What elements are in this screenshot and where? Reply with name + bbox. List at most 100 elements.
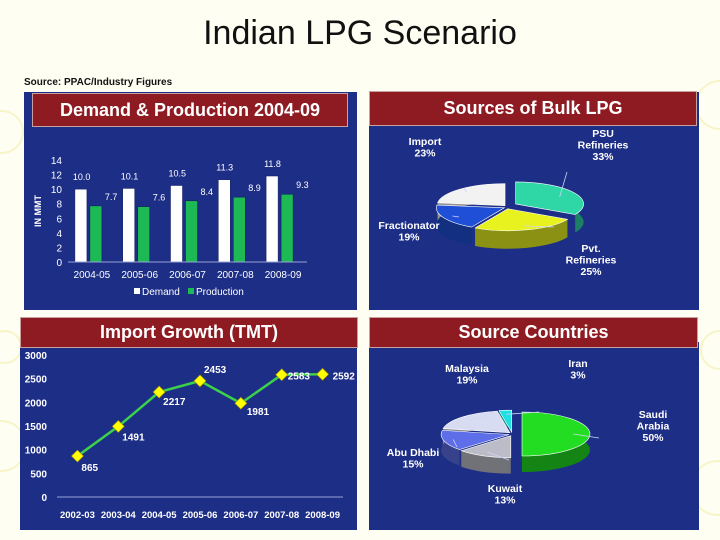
data-point-marker	[152, 385, 166, 399]
data-label: 10.0	[73, 172, 91, 182]
bulk-lpg-slice-fractionator	[436, 204, 506, 228]
y-tick-label: 2500	[25, 375, 48, 386]
source-countries-label-malaysia: Malaysia 19%	[445, 363, 489, 387]
source-countries-slice-side	[441, 430, 460, 466]
data-label: 1981	[247, 407, 270, 418]
bulk-lpg-label-import: Import 23%	[409, 136, 442, 160]
data-point-marker	[234, 396, 248, 410]
x-tick-label: 2008-09	[265, 270, 302, 281]
data-label: 2453	[204, 365, 227, 376]
x-tick-label: 2007-08	[264, 510, 299, 521]
import-growth-title: Import Growth (TMT)	[20, 317, 358, 348]
x-tick-label: 2006-07	[223, 510, 258, 521]
production-bar	[185, 200, 198, 263]
x-tick-label: 2004-05	[74, 270, 111, 281]
source-countries-label-iran: Iran 3%	[568, 358, 587, 382]
bulk-lpg-label-fractionator: Fractionator 19%	[378, 220, 439, 244]
bulk-lpg-slice-side	[475, 219, 568, 249]
source-note: Source: PPAC/Industry Figures	[24, 77, 173, 88]
data-label: 10.1	[121, 171, 139, 181]
demand-production-panel: IN MMT 0 2 4 6 8 10 12 14 2004-05 10.0 7.7 2005-06 10…	[24, 92, 357, 310]
x-tick-label: 2006-07	[169, 270, 206, 281]
x-tick-label: 2003-04	[101, 510, 137, 521]
source-countries-slice-malaysia	[442, 410, 511, 434]
bulk-lpg-leader-line	[524, 225, 555, 228]
demand-bar	[170, 185, 183, 263]
bulk-lpg-label-pvt-refineries: Pvt. Refineries 25%	[566, 243, 617, 278]
data-label: 2217	[163, 397, 186, 408]
bulk-lpg-title: Sources of Bulk LPG	[369, 91, 697, 126]
bulk-lpg-leader-line	[452, 215, 460, 218]
production-bar	[89, 205, 103, 263]
source-countries-title: Source Countries	[369, 317, 698, 348]
y-tick-label: 12	[51, 171, 63, 182]
data-label: 10.5	[169, 169, 187, 179]
x-tick-label: 2004-05	[142, 510, 178, 521]
bulk-lpg-panel: PSU Refineries 33% Pvt. Refineries 25% Fractio…	[369, 92, 699, 310]
source-countries-leader-line	[468, 416, 485, 421]
data-label: 1491	[122, 432, 145, 443]
demand-bar	[74, 188, 88, 263]
data-point-marker	[193, 374, 207, 388]
y-tick-label: 2000	[25, 398, 48, 409]
source-countries-slice-side	[461, 450, 511, 474]
bulk-lpg-slice-side	[436, 205, 472, 246]
demand-bar	[218, 179, 231, 263]
x-tick-label: 2008-09	[305, 510, 340, 521]
background-decoration	[0, 110, 24, 154]
data-label: 865	[81, 463, 98, 474]
bulk-lpg-pie: PSU Refineries 33% Pvt. Refineries 25% Fractio…	[378, 128, 628, 278]
data-label: 8.4	[201, 187, 214, 197]
y-tick-label: 8	[56, 200, 62, 211]
bulk-lpg-slice-import	[437, 183, 506, 206]
source-countries-slice-iran	[498, 409, 513, 434]
import-growth-panel: 0 500 1000 1500 2000 2500 3000 2002-03 2003-04 20…	[20, 342, 357, 530]
source-countries-label-kuwait: Kuwait 13%	[488, 483, 523, 507]
source-countries-leader-line	[506, 411, 540, 415]
y-axis-title: IN MMT	[33, 195, 43, 227]
source-countries-slice-saudi-arabia	[521, 411, 591, 457]
background-decoration	[700, 330, 720, 370]
data-label: 2592	[333, 371, 356, 382]
data-label: 7.7	[105, 192, 118, 202]
source-countries-leader-line	[452, 439, 458, 448]
import-growth-chart: 0 500 1000 1500 2000 2500 3000 2002-03 2003-04 20…	[25, 351, 356, 521]
data-label: 7.6	[153, 193, 166, 203]
y-tick-label: 1000	[25, 446, 48, 457]
y-tick-label: 10	[51, 185, 63, 196]
y-tick-label: 3000	[25, 351, 48, 362]
production-bar	[233, 196, 246, 263]
legend-swatch-production	[188, 288, 194, 294]
bulk-lpg-slice-pvt-refineries	[474, 208, 569, 232]
y-tick-label: 14	[51, 156, 63, 167]
y-tick-label: 6	[56, 214, 62, 225]
data-point-marker	[111, 420, 125, 433]
source-countries-slice-kuwait	[460, 435, 512, 458]
legend-label-demand: Demand	[142, 287, 180, 298]
data-label: 2583	[288, 372, 311, 383]
demand-bar	[122, 188, 135, 263]
y-tick-label: 0	[56, 258, 62, 269]
legend-label-production: Production	[196, 287, 244, 298]
y-tick-label: 500	[30, 469, 47, 480]
production-bar	[137, 206, 150, 263]
source-countries-slice-abu-dhabi	[440, 430, 510, 450]
demand-production-title: Demand & Production 2004-09	[32, 93, 348, 127]
data-label: 11.8	[264, 159, 281, 169]
demand-bar	[265, 175, 279, 263]
source-countries-label-saudi-arabia: Saudi Arabia 50%	[637, 409, 670, 444]
data-point-marker	[71, 449, 84, 463]
legend-swatch-demand	[134, 288, 140, 294]
data-point-marker	[316, 367, 329, 381]
y-tick-label: 0	[41, 493, 47, 504]
source-countries-panel: Saudi Arabia 50% Kuwait 13% Abu Dhabi 15% Malay…	[369, 342, 699, 530]
source-countries-leader-line	[573, 433, 600, 439]
bulk-lpg-leader-line	[463, 187, 467, 193]
x-tick-label: 2007-08	[217, 270, 254, 281]
source-countries-leader-line	[487, 451, 510, 461]
demand-production-chart: IN MMT 0 2 4 6 8 10 12 14 2004-05 10.0 7.7 2005-06 10…	[33, 156, 309, 298]
bulk-lpg-slice-psu-refineries	[515, 181, 584, 215]
y-tick-label: 1500	[25, 422, 48, 433]
data-label: 11.3	[216, 163, 233, 173]
data-label: 9.3	[296, 180, 309, 190]
